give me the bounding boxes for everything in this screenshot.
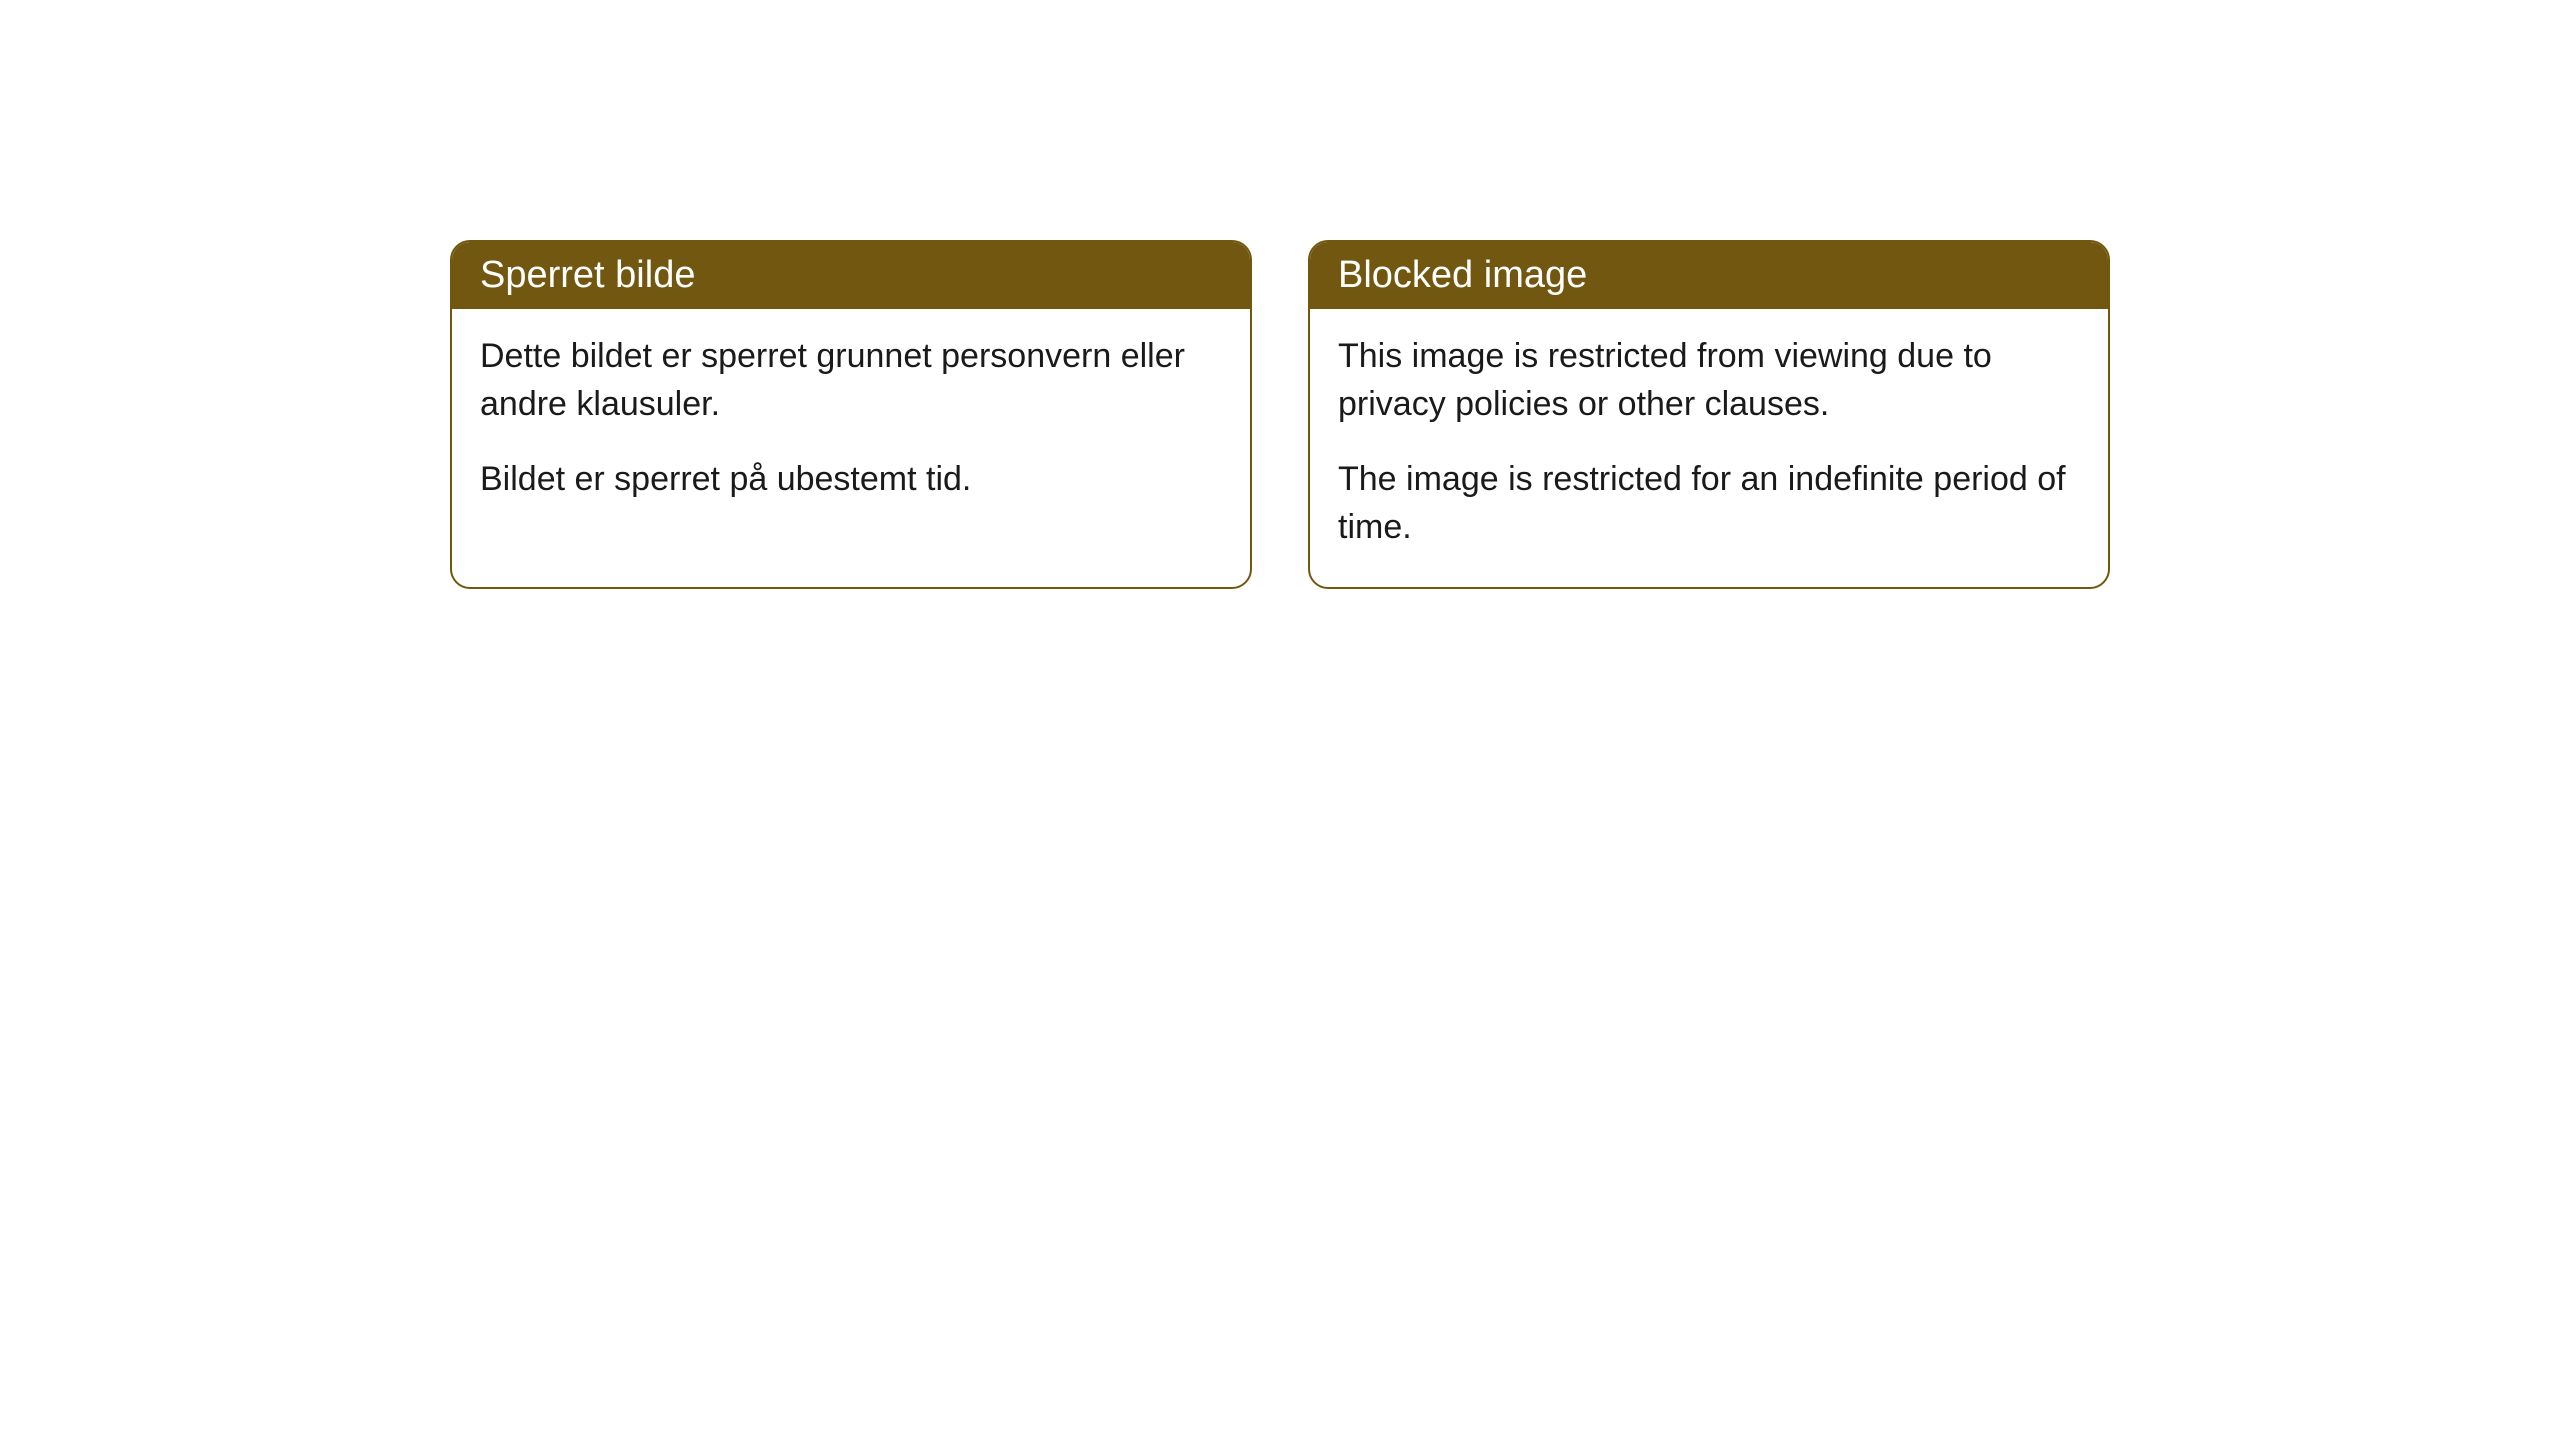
card-title: Sperret bilde (480, 254, 695, 296)
card-paragraph: The image is restricted for an indefinit… (1338, 456, 2080, 551)
card-title: Blocked image (1338, 254, 1587, 296)
notice-card-english: Blocked image This image is restricted f… (1308, 240, 2110, 589)
card-body: This image is restricted from viewing du… (1310, 309, 2108, 587)
card-paragraph: Dette bildet er sperret grunnet personve… (480, 333, 1222, 428)
notice-card-norwegian: Sperret bilde Dette bildet er sperret gr… (450, 240, 1252, 589)
card-body: Dette bildet er sperret grunnet personve… (452, 309, 1250, 540)
card-paragraph: This image is restricted from viewing du… (1338, 333, 2080, 428)
card-header: Sperret bilde (452, 242, 1250, 309)
card-header: Blocked image (1310, 242, 2108, 309)
notice-cards-container: Sperret bilde Dette bildet er sperret gr… (450, 240, 2110, 589)
card-paragraph: Bildet er sperret på ubestemt tid. (480, 456, 1222, 504)
